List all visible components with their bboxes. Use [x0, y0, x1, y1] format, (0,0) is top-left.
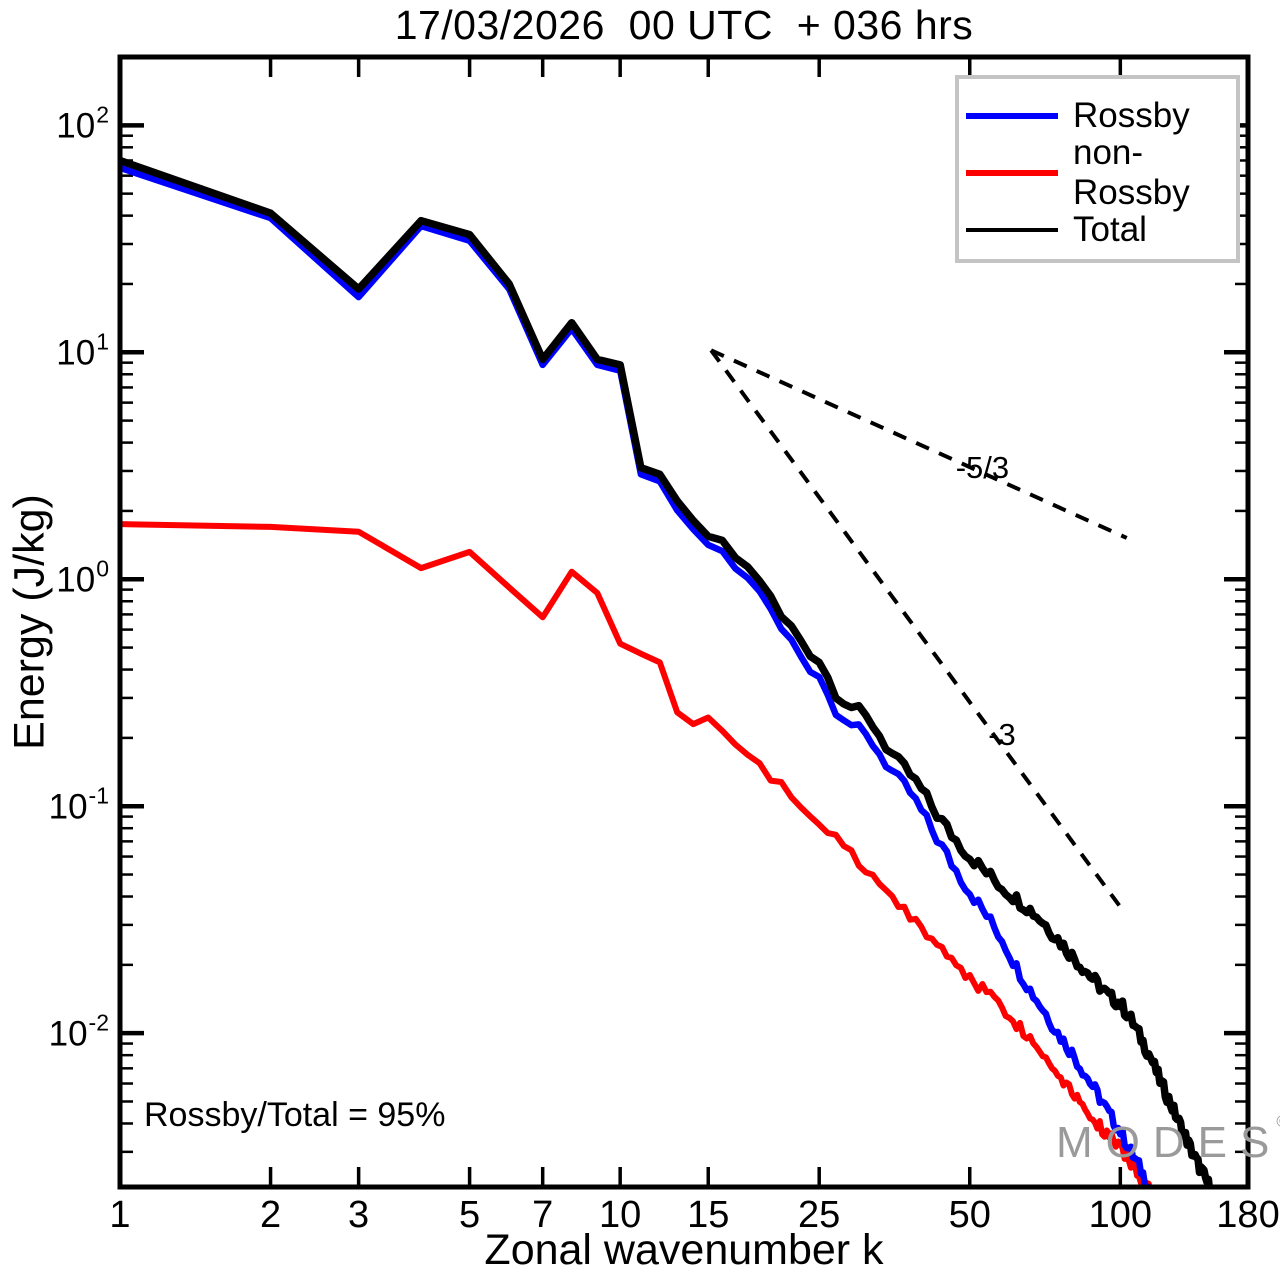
- y-tick-label: 100: [56, 555, 109, 600]
- y-tick-label: 101: [56, 328, 109, 373]
- non-rossby-curve: [122, 521, 1152, 1185]
- legend: Rossby non-Rossby Total: [955, 75, 1240, 263]
- x-tick-label: 180: [1216, 1194, 1280, 1236]
- y-tick-label: 10-2: [48, 1009, 109, 1054]
- x-tick-label: 50: [948, 1194, 991, 1236]
- y-tick-label: 10-1: [48, 782, 109, 827]
- legend-item-non-rossby: non-Rossby: [959, 133, 1236, 212]
- total-curve: [122, 157, 1213, 1185]
- legend-label-non-rossby: non-Rossby: [1073, 132, 1190, 212]
- plot-border: [117, 54, 1251, 1190]
- rossby-curve: [122, 165, 1152, 1185]
- non-rossby-line-swatch: [966, 169, 1058, 176]
- slope-5-3-label: -5/3: [955, 449, 1010, 485]
- x-tick-label: 25: [798, 1194, 841, 1236]
- x-tick-label: 5: [459, 1194, 481, 1236]
- copyright-icon: ©: [1276, 1112, 1280, 1131]
- slope-5-3-line: [710, 348, 1128, 540]
- x-tick-label: 1: [109, 1194, 131, 1236]
- modes-watermark: MODES©: [1056, 1112, 1280, 1168]
- x-tick-label: 2: [259, 1194, 282, 1236]
- total-line-swatch: [966, 227, 1058, 232]
- legend-item-total: Total: [959, 201, 1236, 258]
- slope-3-label: -3: [988, 717, 1016, 753]
- x-tick-label: 15: [687, 1194, 730, 1236]
- legend-label-total: Total: [1073, 209, 1147, 249]
- x-tick-label: 3: [348, 1194, 370, 1236]
- x-tick-label: 10: [599, 1194, 642, 1236]
- chart-title: 17/03/2026 00 UTC + 036 hrs: [394, 2, 974, 48]
- rossby-total-ratio-label: Rossby/Total = 95%: [144, 1096, 446, 1134]
- x-tick-label: 7: [532, 1194, 554, 1236]
- y-tick-label: 102: [56, 101, 109, 146]
- rossby-line-swatch: [966, 112, 1058, 119]
- legend-item-rossby: Rossby: [959, 87, 1236, 144]
- slope-3-line: [709, 349, 1122, 909]
- legend-label-rossby: Rossby: [1073, 95, 1190, 135]
- modes-watermark-text: MODES: [1056, 1118, 1280, 1167]
- x-axis-title: Zonal wavenumber k: [484, 1226, 884, 1274]
- x-tick-label: 100: [1088, 1194, 1153, 1236]
